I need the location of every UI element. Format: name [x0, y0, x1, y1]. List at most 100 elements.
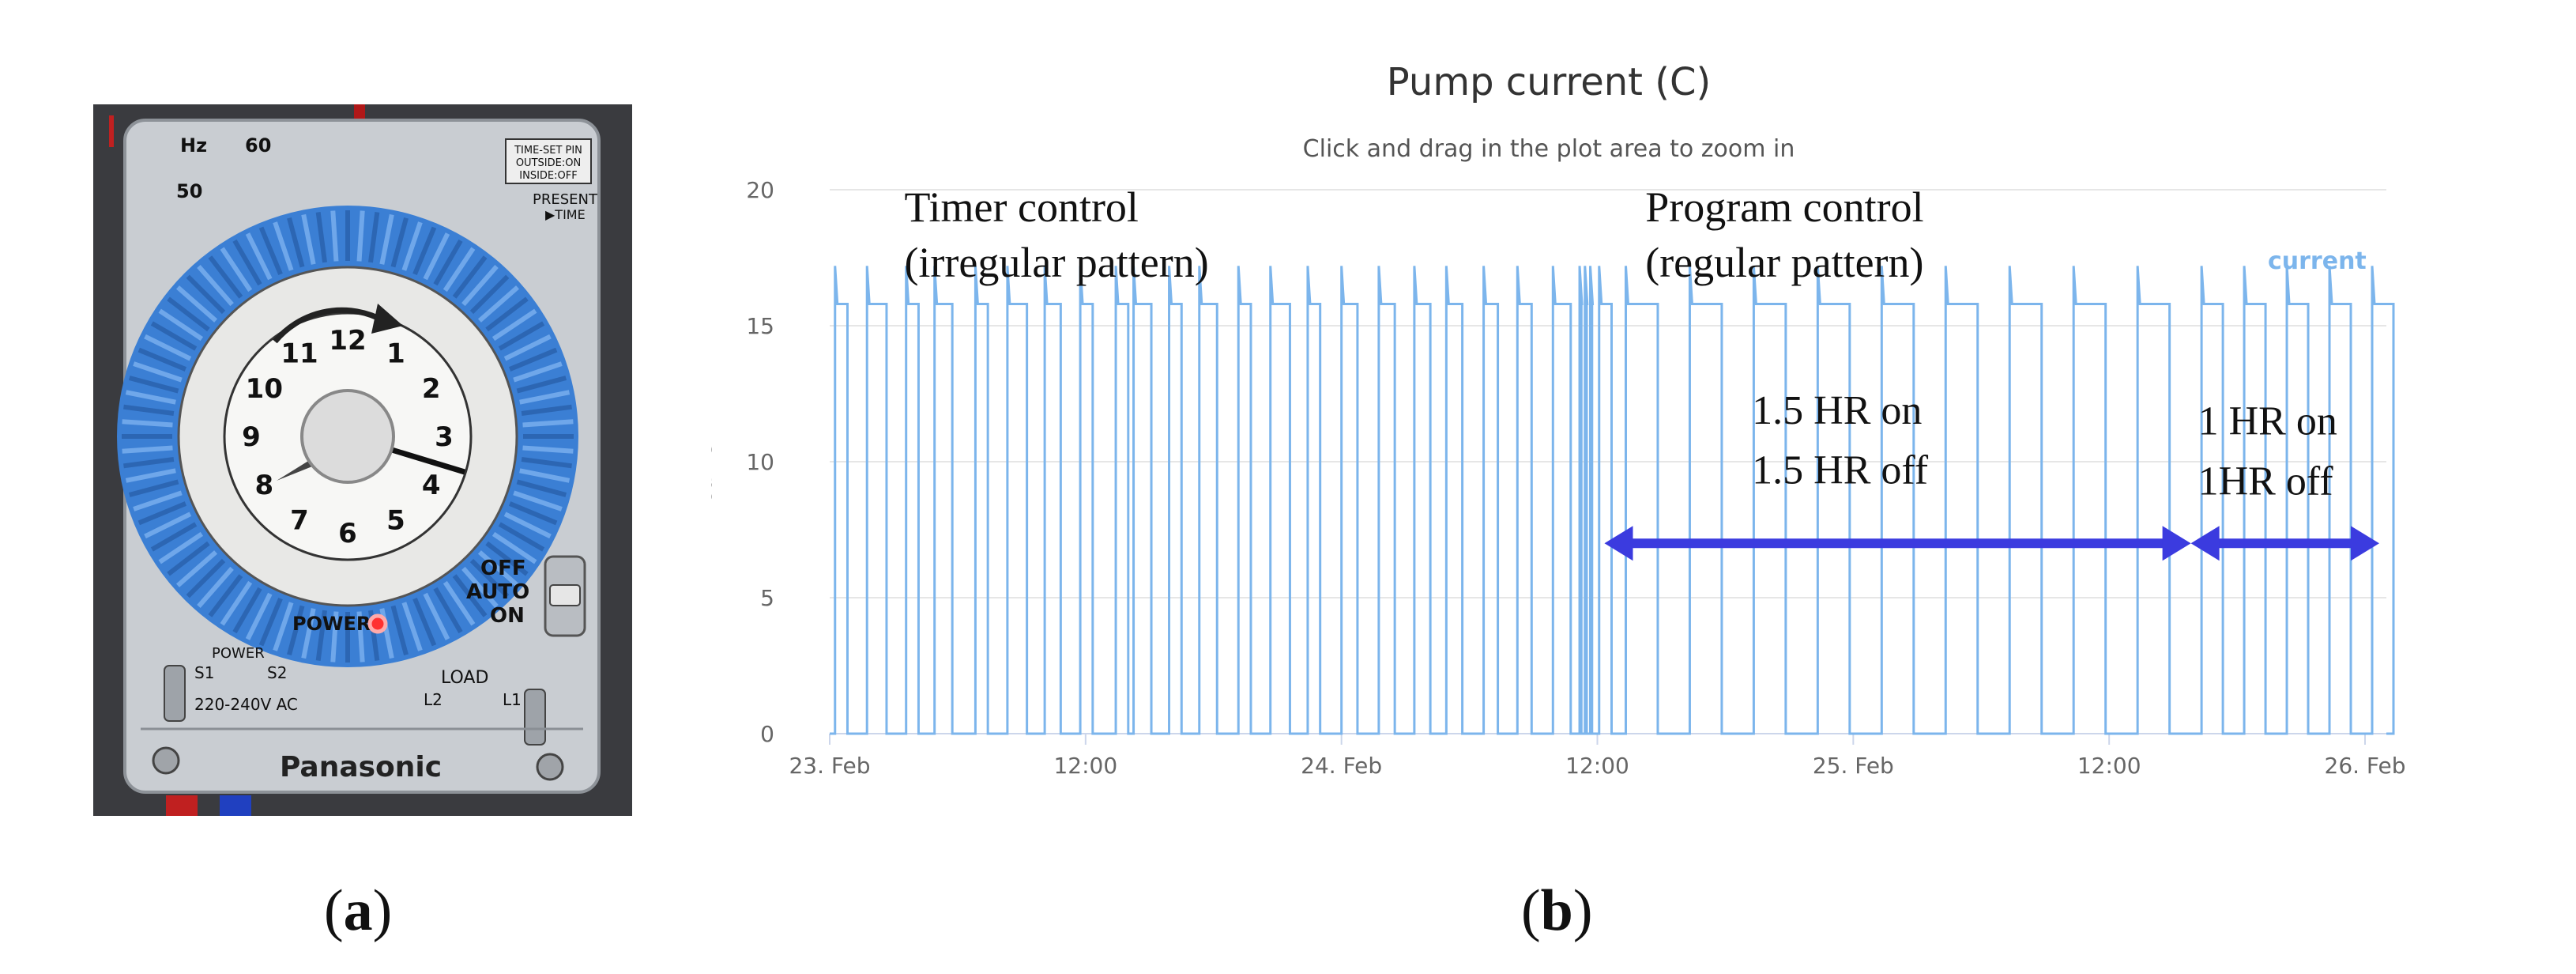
brand-label: Panasonic: [280, 751, 442, 783]
caption-b: (b): [1521, 878, 1593, 943]
x-tick-label: 12:00: [2077, 753, 2141, 779]
ring-segment: [128, 376, 179, 394]
annotation-program-control: Program control: [1645, 183, 1923, 231]
annotation-1-5hr-on: 1.5 HR on: [1752, 388, 1922, 433]
ring-segment: [461, 566, 499, 609]
y-tick-label: 5: [760, 585, 774, 611]
switch-off-label: OFF: [480, 557, 526, 580]
clock-number: 8: [255, 470, 274, 501]
ring-teeth: [122, 210, 574, 663]
ring-segment: [175, 285, 218, 323]
ring-segment: [137, 347, 187, 372]
annotations: Timer control (irregular pattern) Program …: [904, 183, 2380, 561]
hz-50: 50: [176, 180, 202, 202]
chart-canvas[interactable]: Pump current (C) Click and drag in the p…: [690, 47, 2434, 854]
ring-segment: [390, 605, 409, 656]
series-line-current[interactable]: [830, 266, 2395, 735]
ring-segment: [513, 490, 563, 512]
ring-segment: [516, 376, 567, 394]
power-label: POWER: [292, 613, 371, 635]
x-tick-labels: 23. Feb 12:00 24. Feb 12:00 25. Feb 12:00 26. …: [789, 734, 2406, 779]
l1-label: L1: [503, 690, 522, 709]
ring-segment: [379, 213, 394, 265]
hz-60: 60: [245, 134, 271, 157]
clock-number: 7: [290, 505, 309, 537]
terminal-cover-left: [164, 665, 186, 722]
clock-number: 10: [246, 373, 283, 405]
screw-left: [152, 746, 180, 775]
wire: [166, 795, 198, 816]
ring-segment: [150, 321, 198, 351]
y-tick-label: 15: [746, 313, 774, 339]
timeset-line-1: TIME-SET PIN: [514, 145, 582, 157]
x-tick-label: 26. Feb: [2325, 753, 2406, 779]
y-tick-label: 20: [746, 177, 774, 203]
ring-segment: [123, 404, 175, 416]
series-current: [830, 266, 2395, 735]
ring-segment: [513, 361, 563, 383]
ring-segment: [452, 255, 488, 299]
arrow-1-5hr-span: [1604, 526, 2191, 561]
power-terminal-label: POWER: [212, 645, 265, 662]
s1-label: S1: [194, 663, 214, 682]
clock-number: 11: [281, 338, 318, 369]
x-tick-label: 25. Feb: [1813, 753, 1894, 779]
ring-segment: [503, 512, 552, 539]
x-tick-label: 23. Feb: [789, 753, 870, 779]
mode-switch-knob: [549, 584, 581, 606]
ring-segment: [315, 610, 327, 661]
arrow-1hr-span-head-left: [2190, 526, 2220, 561]
hz-label: Hz: [180, 134, 207, 157]
dial-knob: [300, 389, 395, 484]
ring-segment: [477, 550, 520, 587]
ring-segment: [508, 501, 558, 526]
pump-current-chart[interactable]: Pump current (C) Click and drag in the p…: [690, 47, 2434, 854]
ring-segment: [133, 490, 183, 512]
arrow-1-5hr-span-head-right: [2162, 526, 2191, 561]
annotation-1hr-on: 1 HR on: [2198, 399, 2337, 444]
clock-number: 6: [338, 518, 357, 549]
ring-segment: [208, 255, 243, 299]
ring-segment: [412, 597, 437, 647]
wire: [220, 795, 251, 816]
arrow-1-5hr-span-head-left: [1604, 526, 1633, 561]
ring-segment: [522, 445, 574, 454]
ring-segment: [122, 445, 173, 454]
ring-segment: [508, 347, 558, 372]
ring-segment: [485, 541, 529, 576]
load-label: LOAD: [441, 668, 488, 688]
y-tick-labels: 0 5 10 15 20: [746, 177, 774, 747]
ring-segment: [485, 296, 529, 332]
x-tick-label: 12:00: [1565, 753, 1629, 779]
clock-number: 2: [422, 373, 441, 405]
ring-segment: [186, 558, 226, 598]
timeset-pin-box: [505, 138, 592, 184]
ring-segment: [452, 574, 488, 617]
screw-right: [536, 753, 564, 781]
legend-current[interactable]: current: [2268, 247, 2367, 275]
ring-segment: [469, 558, 510, 598]
ring-segment: [412, 226, 437, 276]
ring-segment: [330, 611, 339, 663]
arrow-1hr-span-head-right: [2351, 526, 2380, 561]
annotation-timer-control-sub: (irregular pattern): [904, 239, 1208, 286]
clock-number: 4: [422, 470, 441, 501]
ring-segment: [122, 419, 173, 428]
wire: [109, 115, 114, 147]
ring-segment: [390, 217, 409, 268]
ring-segment: [144, 512, 192, 539]
rotation-arrow: [273, 307, 379, 344]
power-led: [367, 613, 388, 634]
ring-segment: [423, 232, 450, 281]
x-tick-label: 12:00: [1053, 753, 1117, 779]
ring-segment: [330, 210, 339, 262]
x-tick-label: 24. Feb: [1301, 753, 1382, 779]
ring-segment: [469, 274, 510, 315]
ring-segment: [287, 217, 305, 268]
ring-segment: [245, 592, 273, 640]
ring-segment: [167, 296, 210, 332]
s2-label: S2: [267, 663, 287, 682]
ring-segment: [123, 457, 175, 469]
